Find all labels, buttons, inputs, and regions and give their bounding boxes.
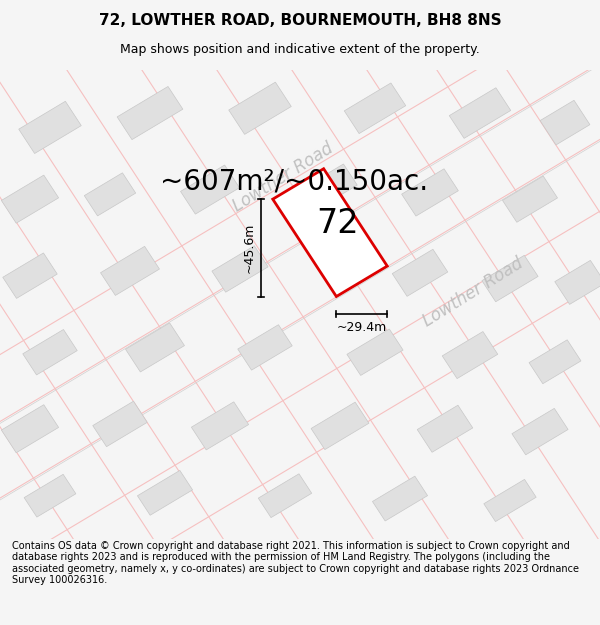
Polygon shape (19, 101, 81, 154)
Polygon shape (417, 405, 473, 452)
Polygon shape (392, 249, 448, 296)
Polygon shape (449, 88, 511, 138)
Text: 72: 72 (317, 206, 359, 239)
Polygon shape (344, 83, 406, 134)
Text: ~45.6m: ~45.6m (243, 222, 256, 273)
Text: ~29.4m: ~29.4m (337, 321, 387, 334)
Polygon shape (3, 253, 57, 298)
Polygon shape (555, 261, 600, 304)
Polygon shape (502, 176, 557, 222)
Polygon shape (273, 169, 387, 296)
Polygon shape (101, 246, 160, 296)
Polygon shape (1, 175, 59, 223)
Polygon shape (373, 476, 428, 521)
Polygon shape (482, 256, 538, 302)
Polygon shape (1, 405, 59, 452)
Polygon shape (347, 329, 403, 376)
Polygon shape (311, 402, 369, 449)
Polygon shape (93, 401, 147, 447)
Polygon shape (512, 408, 568, 455)
Polygon shape (258, 474, 312, 518)
Polygon shape (125, 323, 184, 372)
Polygon shape (191, 402, 248, 450)
Polygon shape (229, 82, 291, 134)
Polygon shape (84, 173, 136, 216)
Polygon shape (442, 331, 498, 379)
Text: Lowther Road: Lowther Road (420, 254, 527, 330)
Text: 72, LOWTHER ROAD, BOURNEMOUTH, BH8 8NS: 72, LOWTHER ROAD, BOURNEMOUTH, BH8 8NS (98, 12, 502, 28)
Text: ~607m²/~0.150ac.: ~607m²/~0.150ac. (160, 168, 428, 196)
Polygon shape (303, 164, 357, 209)
Text: Contains OS data © Crown copyright and database right 2021. This information is : Contains OS data © Crown copyright and d… (12, 541, 579, 586)
Polygon shape (540, 100, 590, 145)
Text: Lowther Road: Lowther Road (230, 139, 337, 215)
Polygon shape (529, 340, 581, 384)
Text: Map shows position and indicative extent of the property.: Map shows position and indicative extent… (120, 43, 480, 56)
Polygon shape (137, 471, 193, 515)
Polygon shape (401, 169, 458, 216)
Polygon shape (212, 246, 268, 292)
Polygon shape (484, 479, 536, 522)
Polygon shape (238, 325, 292, 370)
Polygon shape (24, 474, 76, 517)
Polygon shape (117, 86, 183, 139)
Polygon shape (181, 165, 239, 214)
Polygon shape (23, 329, 77, 375)
